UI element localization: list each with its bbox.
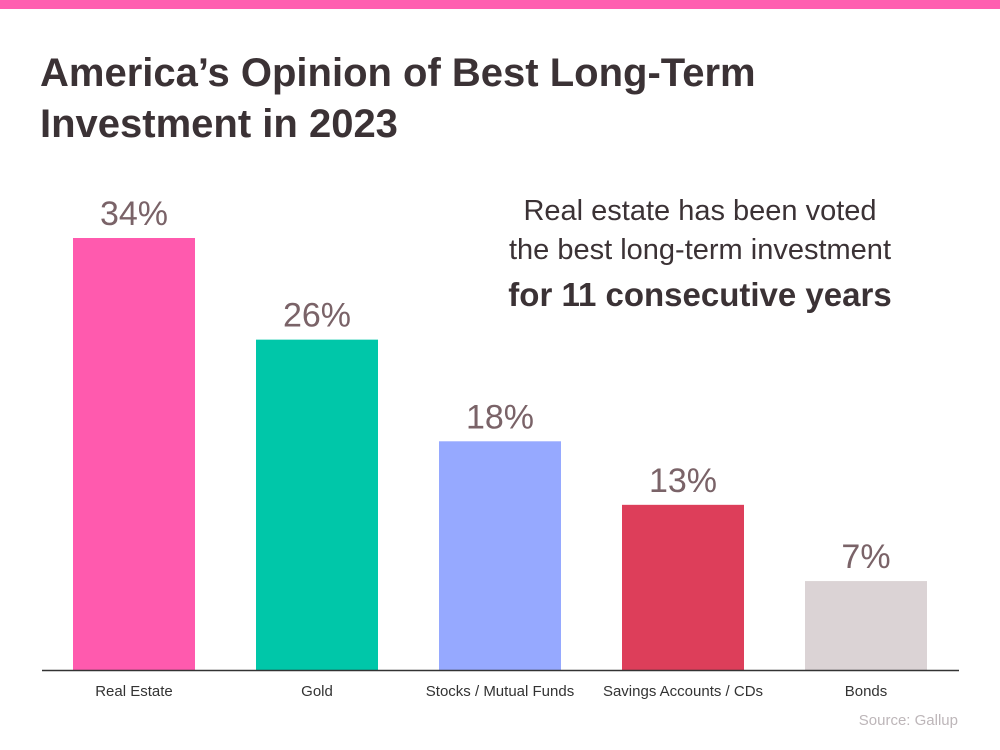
bar-gold xyxy=(256,339,378,670)
value-label: 34% xyxy=(100,195,168,233)
value-label: 26% xyxy=(283,297,351,335)
value-label: 13% xyxy=(649,462,717,500)
category-label: Bonds xyxy=(845,683,888,700)
category-label: Gold xyxy=(301,683,333,700)
source-note: Source: Gallup xyxy=(858,712,958,729)
bar-stocks-mutual-funds xyxy=(439,441,561,670)
category-label: Stocks / Mutual Funds xyxy=(426,683,574,700)
callout-line-2: the best long-term investment xyxy=(508,234,891,266)
top-accent-bar xyxy=(0,0,1000,9)
callout-line-1: Real estate has been voted xyxy=(523,195,877,227)
bar-bonds xyxy=(805,581,927,670)
value-label: 18% xyxy=(466,398,534,436)
callout-highlight: for 11 consecutive years xyxy=(508,276,892,313)
callout-text: Real estate has been voted the best long… xyxy=(440,192,960,320)
value-label: 7% xyxy=(841,538,890,576)
bar-savings-accounts-cds xyxy=(622,504,744,670)
bar-real-estate xyxy=(73,238,195,670)
category-label: Savings Accounts / CDs xyxy=(603,683,763,700)
category-label: Real Estate xyxy=(95,683,173,700)
chart-title: America’s Opinion of Best Long-Term Inve… xyxy=(40,51,756,146)
